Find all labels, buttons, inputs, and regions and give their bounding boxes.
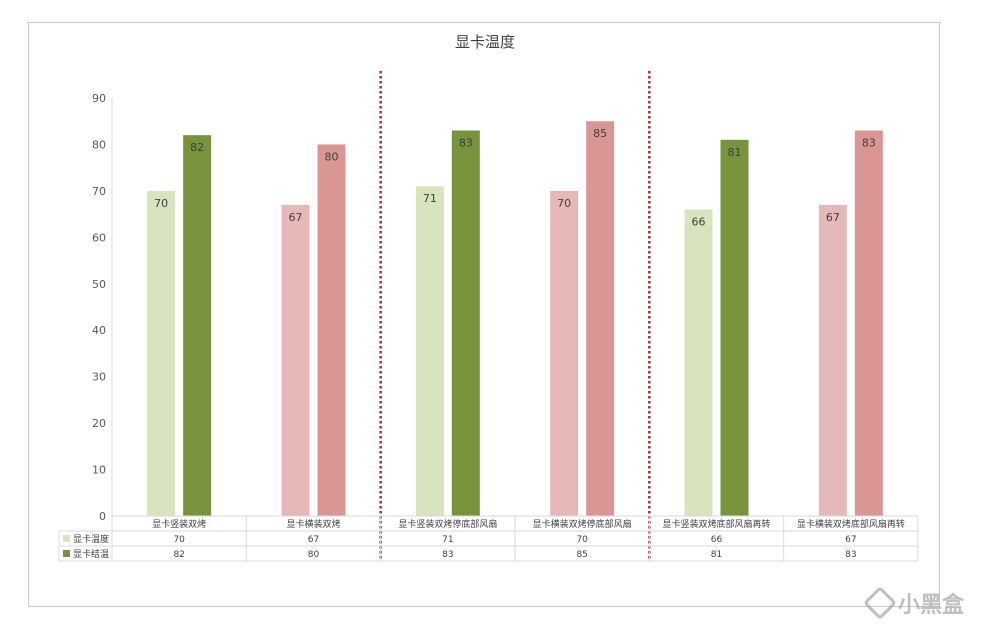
table-value: 83 — [845, 550, 856, 560]
bar-data-label: 67 — [289, 211, 303, 224]
bar-data-label: 83 — [459, 137, 473, 150]
table-value: 66 — [711, 535, 723, 545]
y-tick-label: 60 — [92, 231, 106, 244]
table-value: 67 — [845, 535, 856, 545]
bar — [183, 135, 212, 516]
bar-data-label: 85 — [593, 127, 607, 140]
y-tick-label: 70 — [92, 185, 106, 198]
bar — [586, 121, 615, 516]
bar — [550, 190, 579, 516]
bar — [720, 139, 749, 517]
bar-data-label: 82 — [190, 141, 204, 154]
y-tick-label: 90 — [92, 92, 106, 105]
x-category-label: 显卡横装双烤底部风扇再转 — [797, 518, 905, 530]
chart-title: 显卡温度 — [455, 33, 515, 51]
bar — [147, 190, 176, 516]
y-tick-label: 20 — [92, 417, 106, 430]
table-value: 70 — [576, 535, 588, 545]
table-value: 81 — [711, 550, 722, 560]
watermark: 小黑盒 — [863, 586, 964, 620]
bar-data-label: 81 — [728, 146, 742, 159]
table-value: 85 — [576, 550, 587, 560]
y-tick-label: 80 — [92, 138, 106, 151]
bar-data-label: 83 — [862, 137, 876, 150]
chart: 显卡温度 0 10 20 30 40 50 60 70 80 90 70 82 67 80 71 83 70 85… — [58, 33, 919, 562]
bar — [281, 204, 310, 517]
y-tick-label: 40 — [92, 324, 106, 337]
chart-frame: 显卡温度 0 10 20 30 40 50 60 70 80 90 70 82 67 80 71 83 70 85… — [28, 22, 940, 607]
bar — [451, 130, 480, 516]
y-tick-label: 10 — [92, 464, 106, 477]
bar-data-label: 71 — [423, 192, 437, 205]
x-category-label: 显卡竖装双烤底部风扇再转 — [662, 518, 770, 530]
bar-data-label: 67 — [826, 211, 840, 224]
bar-data-label: 70 — [154, 197, 168, 210]
x-category-label: 显卡横装双烤 — [286, 518, 340, 530]
table-value: 67 — [308, 535, 319, 545]
table-value: 70 — [173, 535, 185, 545]
legend-key — [63, 550, 70, 557]
bar — [818, 204, 847, 517]
bar-data-label: 80 — [325, 150, 339, 163]
x-category-label: 显卡竖装双烤 — [152, 518, 206, 530]
bar-data-label: 70 — [557, 197, 571, 210]
x-category-label: 显卡横装双烤停底部风扇 — [533, 518, 632, 530]
table-value: 80 — [308, 550, 320, 560]
bar — [415, 186, 444, 516]
legend-key — [63, 535, 70, 542]
y-tick-label: 0 — [99, 510, 106, 523]
table-value: 82 — [173, 550, 184, 560]
watermark-text: 小黑盒 — [897, 593, 964, 618]
heybox-logo-icon — [863, 586, 897, 620]
bar — [854, 130, 883, 516]
table-value: 83 — [442, 550, 453, 560]
x-category-label: 显卡竖装双烤停底部风扇 — [398, 518, 497, 530]
table-value: 71 — [442, 535, 453, 545]
legend-label: 显卡温度 — [73, 533, 109, 545]
bar — [684, 209, 713, 516]
y-tick-label: 50 — [92, 278, 106, 291]
y-tick-label: 30 — [92, 371, 106, 384]
bar — [317, 144, 346, 516]
bar-data-label: 66 — [692, 215, 706, 228]
legend-label: 显卡结温 — [73, 548, 109, 560]
